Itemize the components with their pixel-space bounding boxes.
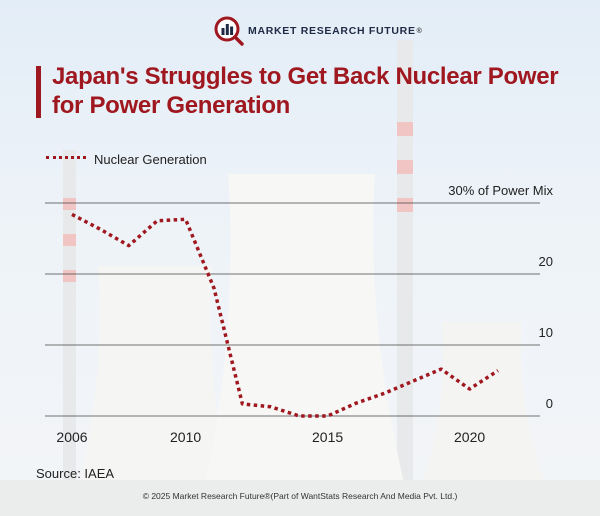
cooling-tower-left <box>72 266 236 516</box>
chart-legend: Nuclear Generation <box>46 152 207 167</box>
y-tick-label-10: 10 <box>539 325 553 340</box>
series-line-0 <box>71 212 499 418</box>
smokestack-right <box>397 40 413 510</box>
source-note: Source: IAEA <box>36 466 115 481</box>
y-tick-label-0: 0 <box>546 396 553 411</box>
x-tick-label-2010: 2010 <box>170 429 201 445</box>
brand-registered-mark: ® <box>416 27 422 35</box>
y-tick-label-30: 30% of Power Mix <box>448 183 553 198</box>
ground-shade <box>0 480 600 516</box>
y-tick-label-20: 20 <box>539 254 553 269</box>
brand-logo: MARKET RESEARCH FUTURE ® <box>214 16 422 46</box>
magnifier-chart-icon <box>214 16 244 46</box>
smokestack-left <box>63 150 76 510</box>
x-tick-label-2020: 2020 <box>454 429 485 445</box>
chart-title: Japan's Struggles to Get Back Nuclear Po… <box>52 63 559 119</box>
x-tick-label-2006: 2006 <box>56 429 87 445</box>
x-tick-label-2015: 2015 <box>312 429 343 445</box>
brand-name: MARKET RESEARCH FUTURE <box>248 25 416 37</box>
copyright-footer: © 2025 Market Research Future®(Part of W… <box>142 491 458 501</box>
legend-dotted-line-icon <box>46 156 86 163</box>
title-accent-bar <box>36 66 41 118</box>
legend-label: Nuclear Generation <box>94 152 207 167</box>
cooling-tower-right <box>410 322 560 516</box>
